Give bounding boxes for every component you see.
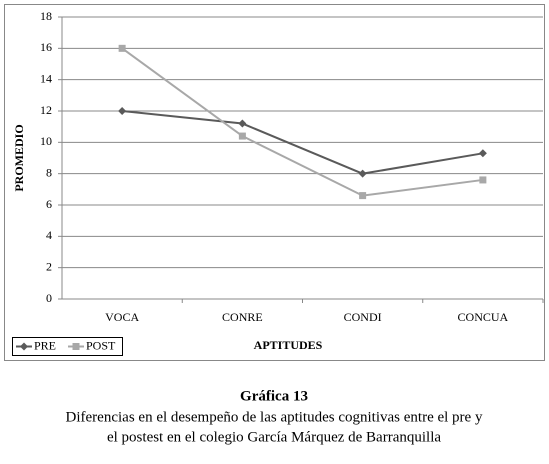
point bbox=[118, 107, 127, 115]
x-axis-label: APTITUDES bbox=[254, 338, 323, 352]
x-tick-label: CONRE bbox=[222, 310, 263, 324]
y-tick-label: 14 bbox=[40, 71, 52, 85]
x-tick-label: CONCUA bbox=[458, 310, 509, 324]
point bbox=[238, 132, 246, 140]
caption-line: Diferencias en el desempeño de las aptit… bbox=[66, 409, 483, 425]
legend-box bbox=[12, 337, 123, 356]
figure-title: Gráfica 13 bbox=[240, 388, 308, 404]
y-tick-label: 0 bbox=[46, 291, 52, 305]
y-tick-label: 12 bbox=[40, 103, 52, 117]
caption-line: el postest en el colegio García Márquez … bbox=[107, 429, 441, 445]
legend-label: POST bbox=[86, 338, 116, 352]
legend-label: PRE bbox=[34, 338, 56, 352]
y-tick-label: 18 bbox=[40, 9, 52, 23]
x-tick-label: CONDI bbox=[344, 310, 382, 324]
y-tick-label: 16 bbox=[40, 40, 52, 54]
point bbox=[72, 343, 80, 350]
y-axis-label: PROMEDIO bbox=[12, 124, 26, 191]
y-tick-label: 10 bbox=[40, 134, 52, 148]
x-tick-label: VOCA bbox=[105, 310, 139, 324]
y-tick-label: 2 bbox=[46, 259, 52, 273]
point bbox=[478, 149, 487, 158]
y-tick-label: 4 bbox=[46, 228, 52, 242]
y-tick-label: 8 bbox=[46, 165, 52, 179]
point bbox=[20, 342, 28, 351]
series-line bbox=[121, 47, 484, 197]
y-tick-label: 6 bbox=[46, 197, 52, 211]
point bbox=[479, 176, 487, 184]
point bbox=[358, 169, 367, 178]
series-line bbox=[122, 110, 484, 175]
point bbox=[359, 192, 367, 200]
point bbox=[118, 44, 126, 52]
chart-frame bbox=[4, 4, 545, 361]
point bbox=[238, 119, 247, 128]
